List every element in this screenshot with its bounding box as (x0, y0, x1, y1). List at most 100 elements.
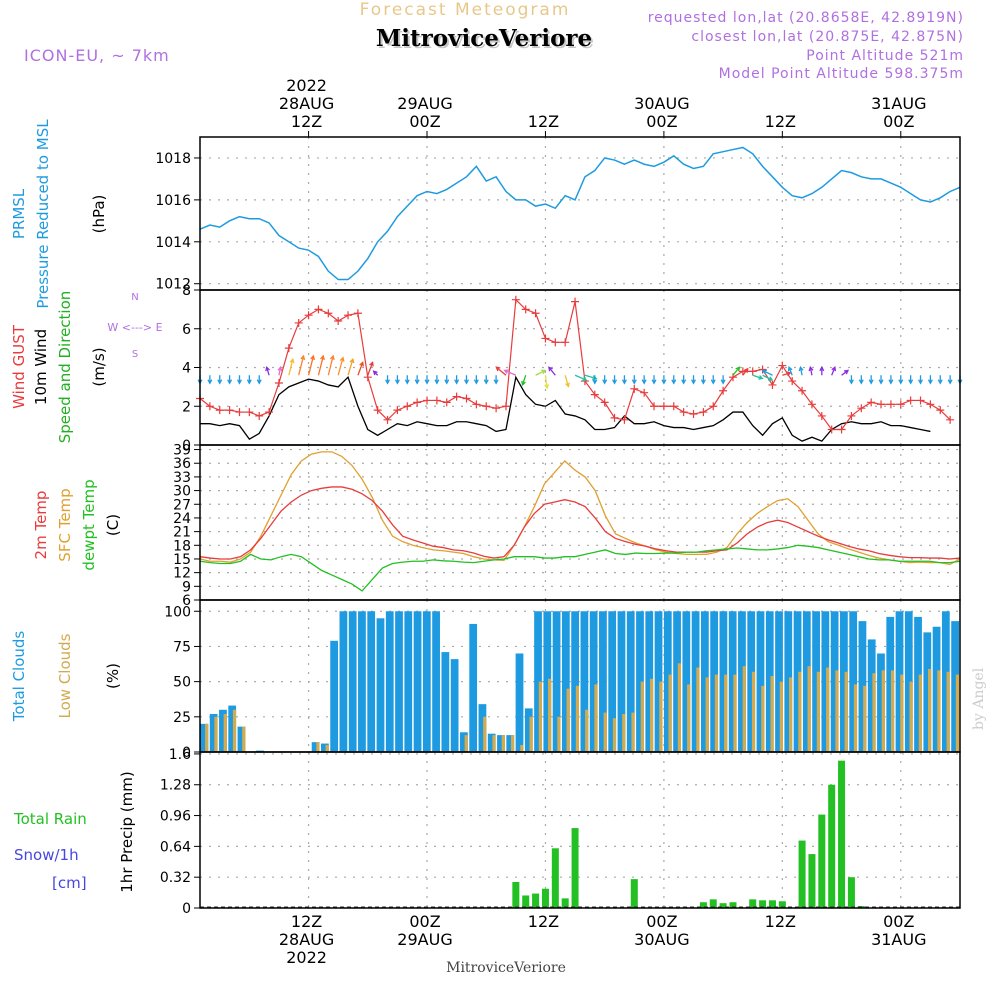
wind-direction-arrowhead (621, 379, 627, 385)
low-cloud-bar (649, 678, 654, 752)
wind-direction-arrow (762, 369, 773, 376)
wind-direction-arrowhead (277, 365, 283, 372)
wind-gust-marker (847, 411, 856, 420)
total-cloud-bar (932, 626, 941, 752)
total-cloud-bar (830, 611, 839, 752)
low-cloud-bar (659, 681, 663, 752)
bottom-time-label: 28AUG (279, 930, 334, 949)
wind-direction-arrowhead (720, 379, 726, 385)
total-cloud-bar (524, 708, 533, 752)
total-cloud-bar (923, 632, 932, 752)
bottom-time-label: 00Z (409, 912, 440, 931)
temp-ytick-label: 39 (173, 443, 191, 459)
low-cloud-bar (631, 712, 635, 752)
total-cloud-bar (571, 611, 579, 752)
bottom-time-label: 31AUG (871, 930, 926, 949)
wind-direction-arrowhead (787, 365, 793, 372)
wind-gust-marker (334, 317, 343, 325)
total-cloud-bar (580, 611, 589, 752)
rain-bar (512, 882, 520, 908)
total-cloud-bar (849, 611, 858, 752)
wind-gust-marker (215, 406, 224, 415)
wind-gust-marker (314, 305, 323, 314)
wind-gust-marker (807, 400, 816, 409)
wind-ytick-label: 4 (182, 361, 191, 377)
total-cloud-bar (941, 611, 950, 752)
wind-gust-marker (344, 311, 353, 320)
low-cloud-bar (483, 716, 487, 752)
precip-ytick-label: 1.28 (160, 778, 191, 794)
wind-direction-arrowhead (359, 361, 364, 367)
wind-direction-arrowhead (464, 379, 469, 385)
pressure-axis-label: PRMSL (10, 188, 28, 239)
total-cloud-bar (237, 726, 246, 752)
wind-gust-marker (748, 367, 757, 376)
low-cloud-bar (492, 735, 496, 752)
wind-direction-arrowhead (493, 379, 499, 385)
total-cloud-bar (756, 611, 765, 752)
total-cloud-bar (543, 611, 552, 752)
rain-bar (778, 901, 786, 908)
wind-direction-arrow (337, 357, 344, 376)
compass-we: W <---> E (107, 321, 162, 334)
rain-bar (719, 903, 727, 908)
rain-bar (808, 854, 816, 908)
precip-legend-label: [cm] (52, 874, 87, 892)
wind-gust-marker (689, 410, 698, 418)
wind-direction-arrow (548, 366, 556, 376)
wind-direction-arrow (327, 355, 334, 376)
total-cloud-bar (719, 611, 728, 752)
wind-direction-arrowhead (631, 379, 637, 385)
wind-direction-arrowhead (808, 365, 814, 372)
model-label: ICON-EU, ~ 7km (24, 46, 170, 65)
top-time-label: 12Z (765, 112, 796, 131)
wind-direction-arrow (752, 374, 763, 380)
low-cloud-bar (529, 716, 533, 752)
wind-gust-marker (403, 402, 412, 411)
low-cloud-bar (640, 681, 644, 752)
temp-ytick-label: 33 (173, 470, 191, 486)
wind-direction-arrowhead (483, 379, 489, 385)
total-cloud-bar (450, 659, 459, 752)
wind-gust-marker (245, 408, 254, 417)
total-cloud-bar (311, 742, 320, 752)
total-cloud-bar (209, 714, 218, 752)
wind-gust-marker (482, 402, 491, 411)
wind-direction-arrowhead (612, 379, 618, 385)
sfc-temp-line (199, 451, 961, 566)
wind-direction-arrowhead (758, 375, 764, 380)
wind-direction-arrowhead (503, 369, 509, 374)
total-cloud-bar (487, 733, 496, 752)
wind-direction-arrowhead (798, 365, 804, 372)
low-cloud-bar (557, 716, 561, 752)
low-cloud-bar (816, 671, 821, 752)
total-cloud-bar (765, 611, 774, 752)
top-time-label: 00Z (409, 112, 440, 131)
wind-direction-arrow (347, 359, 354, 376)
low-cloud-bar (955, 674, 960, 752)
total-cloud-bar (534, 611, 542, 752)
total-cloud-bar (691, 611, 700, 752)
rain-bar (571, 828, 579, 908)
low-cloud-bar (900, 674, 904, 752)
low-cloud-bar (232, 709, 237, 752)
rain-bar (630, 879, 638, 908)
wind-direction-arrow (564, 375, 570, 387)
temp-ytick-label: 6 (182, 593, 191, 609)
wind-direction-arrowhead (473, 379, 479, 385)
total-cloud-bar (506, 735, 515, 752)
precip-ytick-label: 0.32 (160, 870, 191, 886)
total-cloud-bar (914, 616, 922, 752)
total-cloud-bar (358, 611, 366, 752)
rain-bar (749, 899, 757, 908)
total-cloud-bar (812, 611, 820, 752)
low-cloud-bar (909, 681, 913, 752)
wind-gust-marker (442, 398, 451, 407)
top-time-label: 00Z (883, 112, 914, 131)
wind-gust-marker (235, 408, 244, 417)
wind-direction-arrowhead (541, 369, 547, 375)
wind-gust-marker (620, 415, 629, 424)
wind-gust-marker (225, 406, 234, 415)
precip-ytick-label: 0.96 (160, 809, 191, 825)
